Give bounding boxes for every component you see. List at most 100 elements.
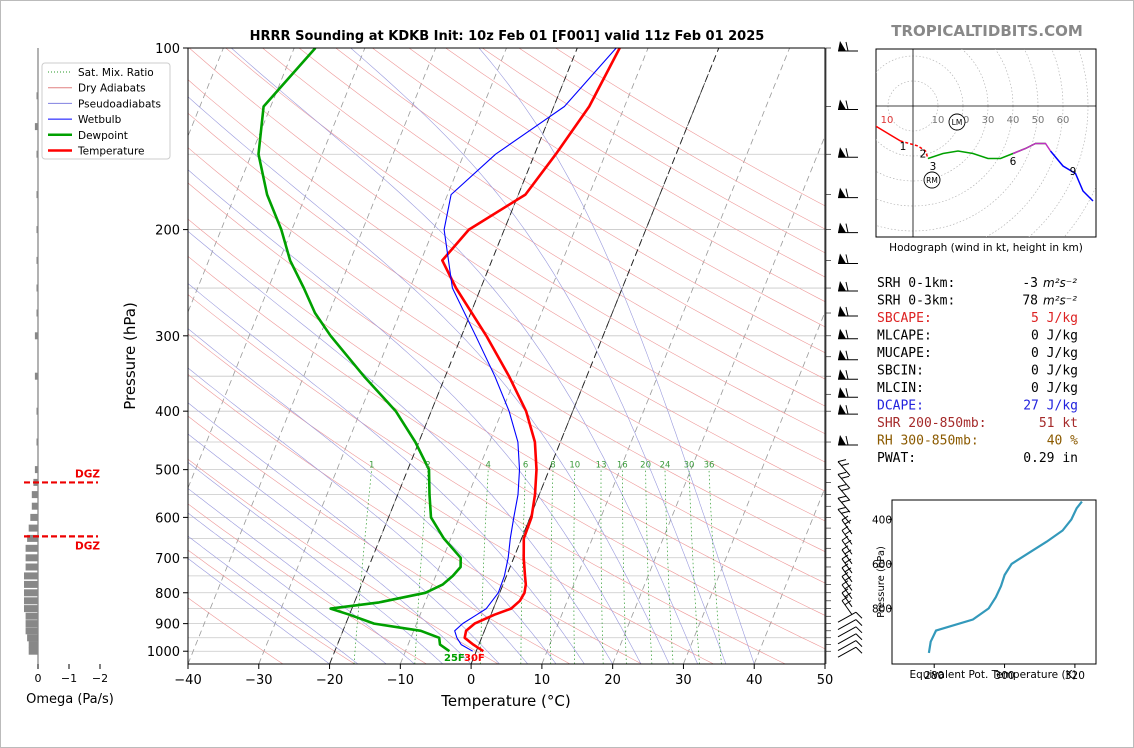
legend-item: Dry Adiabats [48, 83, 146, 95]
omega-panel: DGZ DGZ 0 −1 −2 [24, 48, 108, 685]
legend-label: Temperature [77, 146, 145, 158]
barb-flag [838, 387, 846, 398]
index-row: MUCAPE: 0 J/kg [877, 346, 1078, 361]
wind-barb [826, 554, 853, 574]
index-row: RH 300-850mb: 40 % [877, 434, 1078, 449]
barb-feather [845, 281, 849, 292]
x-tick-label: −30 [245, 673, 272, 688]
wind-barb [826, 535, 853, 555]
isotherm [541, 48, 790, 664]
index-value: 51 kt [1039, 416, 1078, 431]
wind-barb [826, 495, 851, 513]
wind-barb [826, 572, 853, 591]
mixing-ratio-label: 20 [640, 461, 651, 471]
wind-barb [826, 435, 858, 446]
index-value: 0 J/kg [1031, 329, 1078, 344]
barb-staff [837, 626, 857, 638]
omega-bar [36, 309, 39, 317]
omega-bar [30, 513, 39, 521]
mixing-ratio-label: 24 [660, 461, 671, 471]
barb-feather [844, 558, 852, 564]
x-tick-label: 0 [467, 673, 475, 688]
barb-feather [837, 459, 847, 463]
barb-staff [837, 633, 857, 645]
mixing-ratio-label: 16 [617, 461, 628, 471]
dry-adiabat [408, 48, 825, 302]
legend-item: Temperature [48, 146, 145, 158]
hodograph-trace [1012, 142, 1052, 155]
barb-feather [840, 463, 850, 467]
barb-feather [845, 254, 849, 264]
dgz-label: DGZ [75, 540, 100, 552]
wind-barb [826, 99, 858, 110]
index-value: 0 J/kg [1031, 364, 1078, 379]
dry-adiabat [188, 503, 427, 664]
pseudoadiabat [188, 535, 359, 664]
y-tick-label: 800 [155, 587, 180, 602]
legend-label: Sat. Mix. Ratio [78, 67, 154, 79]
omega-bar [34, 123, 38, 131]
legend-item: Pseudoadiabats [48, 98, 161, 110]
barb-feather [844, 592, 852, 598]
legend-label: Dewpoint [78, 130, 128, 142]
omega-tick-label: −1 [61, 672, 77, 685]
surface-temperature-label: 30F [464, 653, 485, 664]
omega-bar [36, 191, 39, 199]
y-tick-label: 600 [155, 511, 180, 526]
storm-motion-label: RM [926, 176, 938, 185]
barb-staff [837, 640, 857, 652]
omega-bar [25, 620, 38, 628]
wind-barb [826, 633, 863, 645]
hodograph-height-label: 6 [1010, 156, 1017, 168]
barb-staff [837, 646, 857, 658]
omega-bar [24, 572, 38, 580]
barb-feather [845, 350, 849, 360]
hodograph-ring-label: 30 [982, 115, 995, 126]
theta-e-panel: 280 300 320 400 600 800 [872, 499, 1097, 682]
x-tick-label: −40 [174, 673, 201, 688]
barb-flag [838, 369, 846, 380]
barb-staff [837, 486, 851, 501]
omega-bar [24, 589, 38, 597]
barb-feather [844, 576, 852, 581]
barb-feather [837, 484, 847, 488]
wind-barb [826, 506, 851, 524]
index-label: SHR 200-850mb: [877, 416, 987, 431]
hodograph-panel: 1010203040506012369LMRM [875, 48, 1097, 238]
dry-adiabat [188, 147, 825, 552]
hodograph-trace [900, 140, 929, 159]
barb-feather [845, 370, 849, 380]
mixing-ratio-line [708, 469, 722, 664]
barb-feather [844, 600, 852, 606]
omega-bar [31, 502, 38, 510]
barb-feather [840, 499, 850, 503]
wind-barb [826, 306, 858, 317]
dry-adiabat [189, 48, 825, 463]
omega-bar [25, 554, 38, 562]
barb-feather [840, 475, 850, 479]
y-tick-label: 100 [155, 42, 180, 57]
dry-adiabat [298, 48, 825, 380]
index-row: PWAT: 0.29 in [877, 451, 1078, 466]
barb-feather [844, 529, 852, 535]
omega-bar [36, 284, 39, 292]
omega-bar [28, 647, 38, 655]
index-value: 0 J/kg [1031, 381, 1078, 396]
mixing-ratio-label: 10 [569, 461, 580, 471]
mixing-ratio-label: 1 [369, 461, 374, 471]
dry-adiabat [188, 182, 825, 584]
barb-flag [838, 99, 846, 110]
omega-xlabel: Omega (Pa/s) [26, 692, 114, 707]
isotherm [188, 48, 366, 490]
mixing-ratio-label: 2 [425, 461, 430, 471]
pseudoadiabat [231, 48, 698, 664]
index-label: RH 300-850mb: [877, 434, 979, 449]
wind-barb [826, 471, 851, 489]
legend: Sat. Mix. Ratio Dry Adiabats Pseudoadiabat… [41, 62, 171, 160]
x-tick-label: 40 [746, 673, 763, 688]
barb-feather [845, 329, 849, 339]
barb-feather [841, 515, 849, 521]
skewt-ylabel: Pressure (hPa) [121, 302, 139, 410]
wind-barb [826, 611, 863, 623]
